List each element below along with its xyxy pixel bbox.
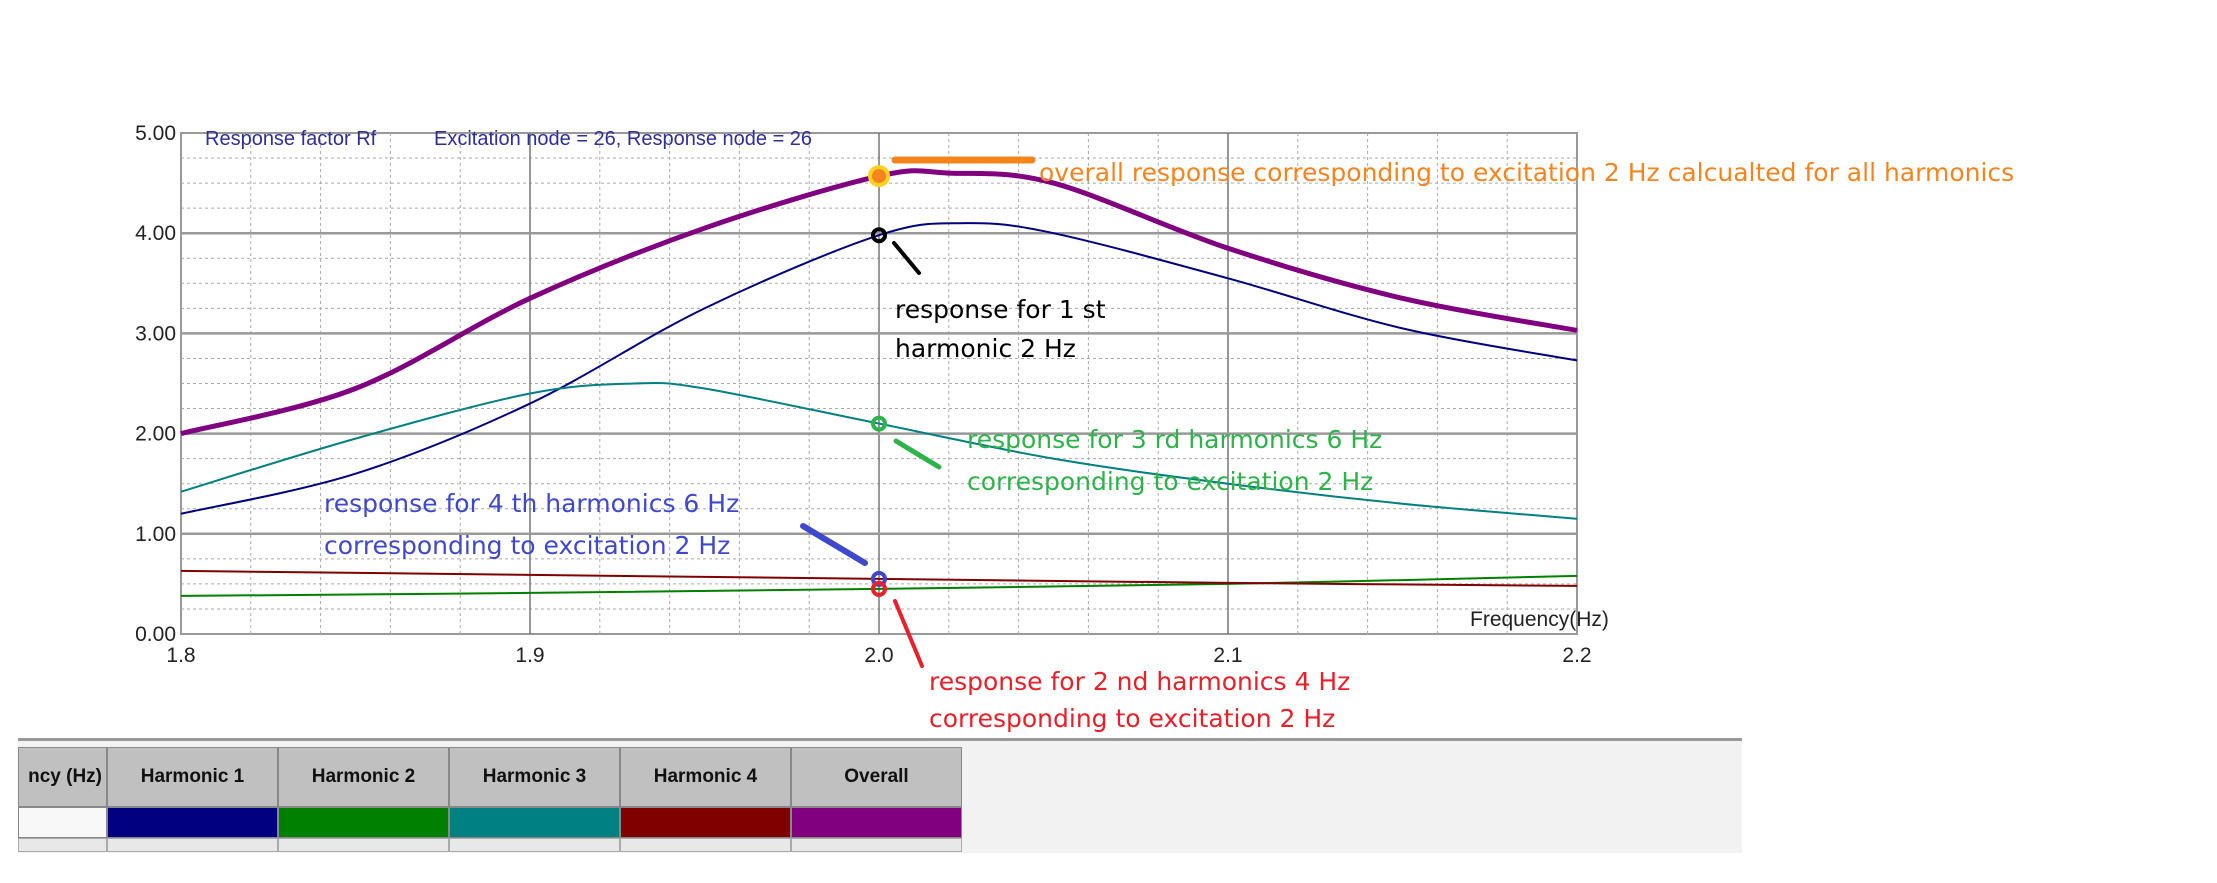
- annotation-text: response for 3 rd harmonics 6 Hz: [967, 425, 1382, 454]
- x-tick-label: 2.0: [864, 644, 893, 667]
- column-header[interactable]: Harmonic 1: [107, 747, 278, 807]
- x-tick-label: 1.9: [515, 644, 544, 667]
- y-tick-label: 0.00: [135, 623, 176, 646]
- frequency-color-cell: [18, 807, 107, 838]
- annotation-marker: [871, 580, 887, 597]
- chart-title: Response factor Rf: [205, 128, 377, 150]
- grid: [180, 132, 1578, 635]
- annotation-text: response for 4 th harmonics 6 Hz: [324, 489, 739, 518]
- value-cell: [449, 838, 620, 852]
- annotations: overall response corresponding to excita…: [324, 156, 2014, 733]
- chart-subtitle: Excitation node = 26, Response node = 26: [434, 128, 812, 150]
- value-cell: [278, 838, 449, 852]
- annotation-pointer: [892, 241, 921, 275]
- annotation-text: harmonic 2 Hz: [895, 334, 1076, 363]
- series-line-harmonic-1: [180, 222, 1578, 515]
- annotation-marker: [871, 415, 887, 432]
- frequency-value-cell: [18, 838, 107, 852]
- x-tick-label: 1.8: [166, 644, 195, 667]
- annotation-pointer: [893, 438, 942, 470]
- series-lines: [180, 168, 1578, 597]
- table-column: Harmonic 3: [449, 747, 620, 852]
- color-swatch: [791, 807, 962, 838]
- annotation-text: response for 1 st: [895, 295, 1106, 324]
- table-column: Harmonic 4: [620, 747, 791, 852]
- annotation-pointer: [893, 599, 924, 668]
- y-tick-label: 5.00: [135, 122, 176, 145]
- x-tick-label: 2.1: [1213, 644, 1242, 667]
- table-column: Overall: [791, 747, 962, 852]
- y-tick-label: 3.00: [135, 322, 176, 345]
- table-column: Harmonic 1: [107, 747, 278, 852]
- annotation-marker: [868, 165, 890, 188]
- annotation-text: overall response corresponding to excita…: [1039, 158, 2014, 187]
- column-header[interactable]: Harmonic 4: [620, 747, 791, 807]
- column-header[interactable]: Harmonic 2: [278, 747, 449, 807]
- color-swatch: [620, 807, 791, 838]
- table-column: Harmonic 2: [278, 747, 449, 852]
- color-swatch: [107, 807, 278, 838]
- series-line-harmonic-4: [180, 569, 1578, 587]
- series-line-harmonic-2: [180, 574, 1578, 597]
- annotation-text: corresponding to excitation 2 Hz: [967, 467, 1373, 496]
- value-cell: [107, 838, 278, 852]
- y-tick-label: 1.00: [135, 523, 176, 546]
- x-axis-label: Frequency(Hz): [1470, 608, 1609, 631]
- tick-labels: 1.8 1.9 2.0 2.1 2.2 0.00 1.00 2.00 3.00 4.00 5.00: [135, 122, 1591, 667]
- series-line-harmonic-3: [180, 381, 1578, 520]
- value-cell: [620, 838, 791, 852]
- x-tick-label: 2.2: [1562, 644, 1591, 667]
- annotation-text: corresponding to excitation 2 Hz: [324, 531, 730, 560]
- y-tick-label: 4.00: [135, 222, 176, 245]
- y-tick-label: 2.00: [135, 423, 176, 446]
- series-line-overall: [180, 168, 1578, 437]
- annotation-markers: [868, 165, 890, 597]
- column-header[interactable]: Harmonic 3: [449, 747, 620, 807]
- color-swatch: [449, 807, 620, 838]
- annotation-marker: [871, 227, 887, 244]
- annotation-pointer: [800, 523, 868, 566]
- annotation-text: corresponding to excitation 2 Hz: [929, 704, 1335, 733]
- value-cell: [791, 838, 962, 852]
- column-header[interactable]: Overall: [791, 747, 962, 807]
- color-swatch: [278, 807, 449, 838]
- annotation-text: response for 2 nd harmonics 4 Hz: [929, 667, 1350, 696]
- frequency-header[interactable]: ncy (Hz): [18, 747, 107, 807]
